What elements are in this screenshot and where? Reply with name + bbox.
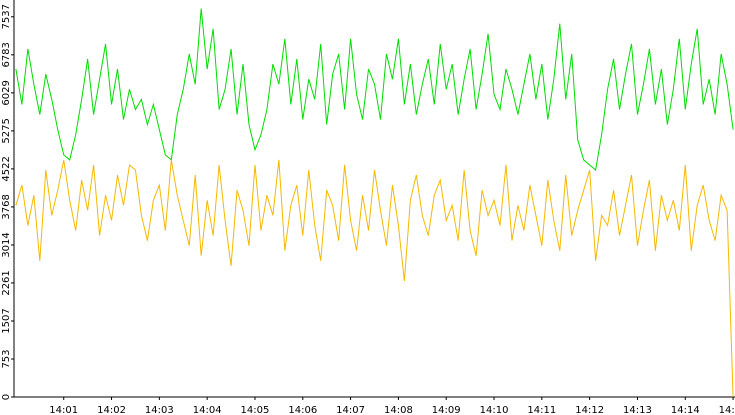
series-line <box>15 159 734 398</box>
series-line <box>15 8 734 171</box>
x-tick-label: 14:10 <box>480 405 509 415</box>
x-tick-label: 14:15 <box>719 405 735 415</box>
x-tick-label: 14:08 <box>384 405 413 415</box>
x-tick-label: 14:14 <box>671 405 700 415</box>
y-tick-label: 1507 <box>1 308 12 333</box>
y-tick-label: 3014 <box>1 232 12 257</box>
y-tick-label: 6029 <box>1 80 12 105</box>
x-tick-label: 14:02 <box>97 405 126 415</box>
x-tick-label: 14:05 <box>241 405 270 415</box>
x-tick-label: 14:06 <box>288 405 317 415</box>
x-tick-label: 14:12 <box>575 405 604 415</box>
y-tick-label: 4522 <box>1 156 12 181</box>
y-tick-label: 7537 <box>1 4 12 29</box>
x-tick-label: 14:09 <box>432 405 461 415</box>
y-tick-label: 0 <box>1 394 12 400</box>
x-tick-label: 14:13 <box>623 405 652 415</box>
y-tick-label: 753 <box>1 349 12 368</box>
y-tick-label: 6783 <box>1 42 12 67</box>
x-tick-label: 14:03 <box>145 405 174 415</box>
y-tick-label: 5275 <box>1 118 12 143</box>
x-tick-label: 14:07 <box>336 405 365 415</box>
x-tick-label: 14:01 <box>49 405 78 415</box>
x-tick-label: 14:04 <box>193 405 222 415</box>
y-tick-label: 2261 <box>1 270 12 295</box>
y-tick-label: 3768 <box>1 194 12 219</box>
x-tick-label: 14:11 <box>527 405 556 415</box>
